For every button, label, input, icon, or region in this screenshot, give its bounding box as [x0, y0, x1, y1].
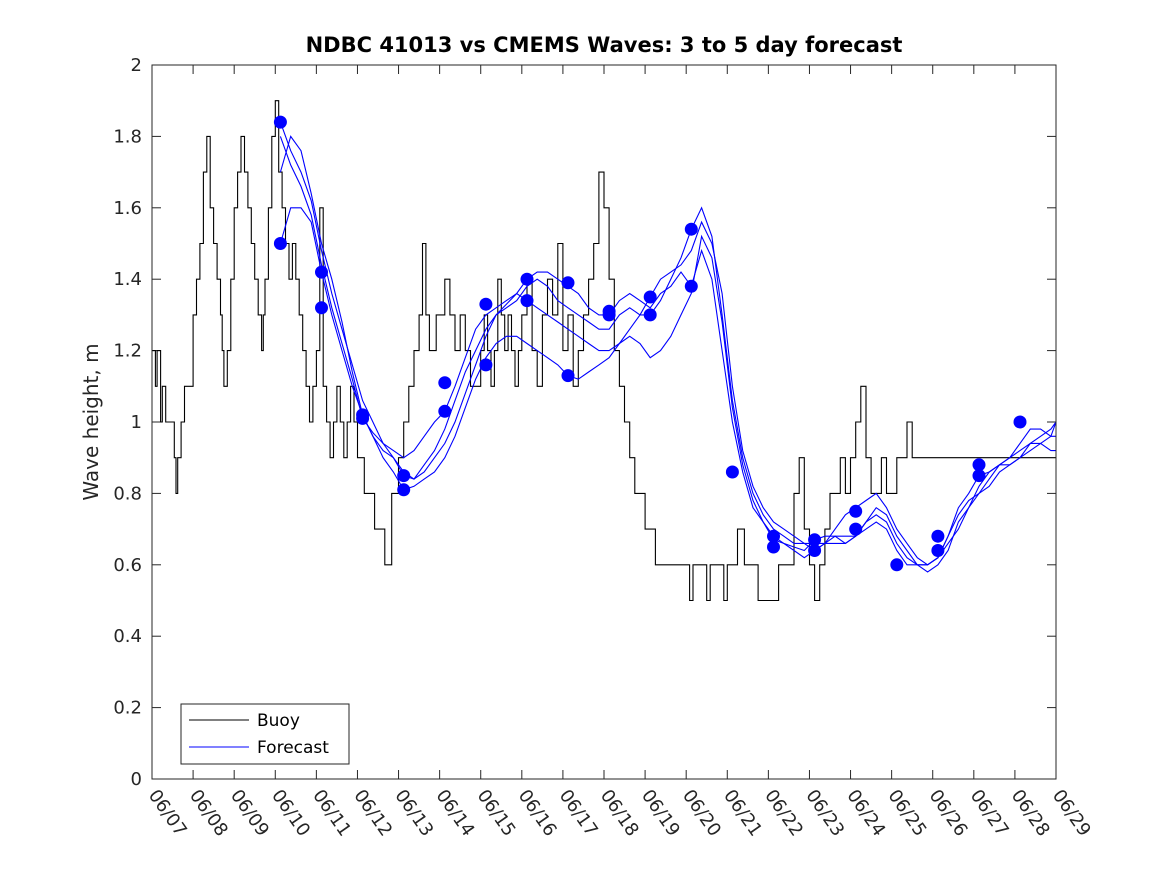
forecast-marker [602, 308, 616, 322]
forecast-marker [479, 358, 493, 372]
forecast-marker [849, 522, 863, 536]
forecast-marker [1013, 415, 1027, 429]
forecast-marker [643, 308, 657, 322]
y-axis-ticks: 0 0.2 0.4 0.6 0.8 1 1.2 1.4 1.6 1.8 2 [113, 55, 1056, 790]
y-tick-label: 0.6 [113, 555, 142, 576]
y-tick-label: 0.4 [113, 626, 142, 647]
forecast-marker [767, 540, 780, 554]
y-tick-label: 1.4 [113, 269, 142, 290]
forecast-marker [890, 558, 904, 572]
forecast-marker [315, 301, 328, 315]
forecast-marker [397, 469, 411, 483]
y-tick-label: 1.6 [113, 198, 142, 219]
y-tick-label: 2 [131, 55, 142, 76]
forecast-marker [520, 272, 534, 286]
y-tick-label: 0 [131, 769, 142, 790]
forecast-marker [931, 529, 945, 543]
forecast-line-4 [279, 136, 1056, 566]
forecast-marker [561, 369, 575, 383]
axes-box [151, 64, 1057, 780]
forecast-marker [849, 504, 863, 518]
forecast-line-2 [279, 207, 1056, 573]
y-tick-label: 0.8 [113, 483, 142, 504]
forecast-marker [520, 294, 534, 308]
forecast-marker [643, 290, 657, 304]
y-tick-label: 1 [131, 412, 142, 433]
forecast-marker [725, 465, 739, 479]
forecast-marker [438, 376, 452, 390]
forecast-marker [356, 411, 370, 425]
legend-box [180, 703, 350, 765]
forecast-marker [438, 404, 452, 418]
y-tick-label: 0.2 [113, 698, 142, 719]
plot-series [152, 100, 1056, 602]
forecast-marker [767, 529, 780, 543]
y-tick-label: 1.2 [113, 341, 142, 362]
forecast-marker [397, 483, 411, 497]
y-axis-label: Wave height, m [79, 343, 103, 500]
forecast-marker [684, 279, 698, 293]
forecast-marker [273, 115, 287, 129]
forecast-marker [273, 237, 287, 250]
legend: Buoy Forecast [180, 703, 350, 765]
forecast-marker [931, 544, 945, 557]
y-tick-label: 1.8 [113, 126, 142, 147]
buoy-line [152, 100, 1056, 602]
series-layer [152, 100, 1056, 602]
forecast-marker [972, 469, 986, 483]
chart-title: NDBC 41013 vs CMEMS Waves: 3 to 5 day fo… [306, 33, 903, 57]
forecast-marker [684, 222, 698, 236]
forecast-marker [315, 265, 328, 279]
forecast-marker [972, 458, 986, 472]
forecast-marker [561, 276, 575, 290]
legend-label-forecast: Forecast [257, 738, 329, 758]
forecast-marker [808, 544, 822, 557]
forecast-marker [808, 533, 822, 547]
forecast-marker [479, 297, 493, 311]
legend-label-buoy: Buoy [257, 711, 300, 731]
